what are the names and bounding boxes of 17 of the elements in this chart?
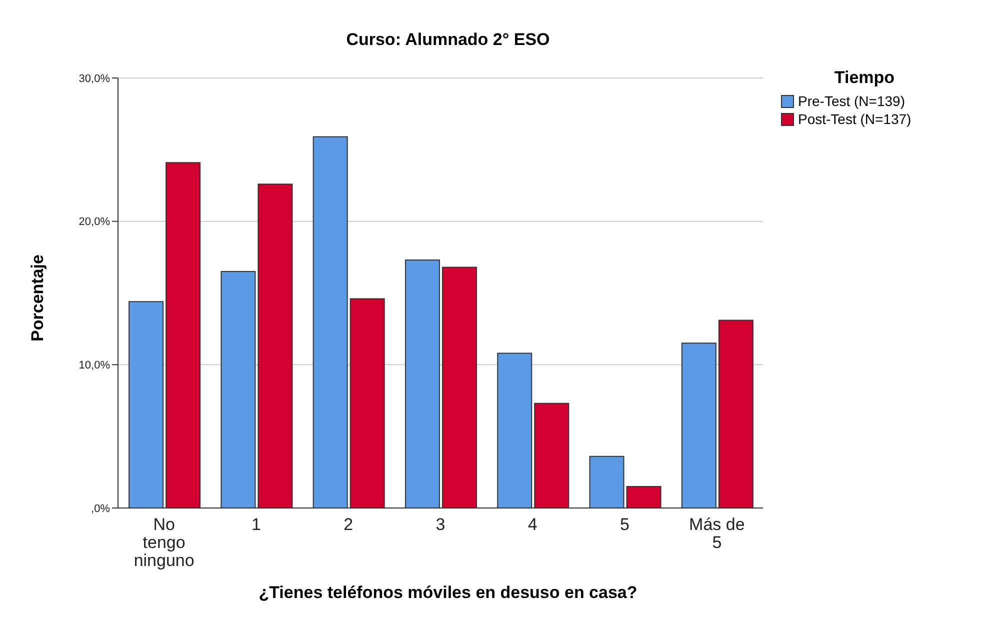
- chart-title: Curso: Alumnado 2° ESO: [345, 30, 551, 50]
- legend-label: Pre-Test (N=139): [797, 92, 906, 110]
- x-tick-label: Más de 5: [689, 515, 745, 552]
- x-tick-label: No tengo ninguno: [134, 515, 194, 570]
- legend-title: Tiempo: [833, 68, 896, 88]
- y-tick-label: 20,0%: [78, 216, 110, 228]
- x-axis-title: ¿Tienes teléfonos móviles en desuso en casa?: [258, 583, 638, 603]
- x-tick-label: 5: [620, 515, 630, 534]
- x-tick-label: 1: [251, 515, 261, 534]
- x-tick-label: 3: [436, 515, 446, 534]
- y-tick-label: ,0%: [91, 502, 110, 515]
- y-tick-label: 10,0%: [78, 360, 110, 372]
- y-axis-title: Porcentaje: [28, 254, 48, 342]
- x-tick-label: 2: [344, 515, 354, 534]
- y-tick-label: 30,0%: [78, 72, 110, 85]
- x-tick-label: 4: [528, 515, 538, 534]
- legend-label: Post-Test (N=137): [797, 110, 912, 128]
